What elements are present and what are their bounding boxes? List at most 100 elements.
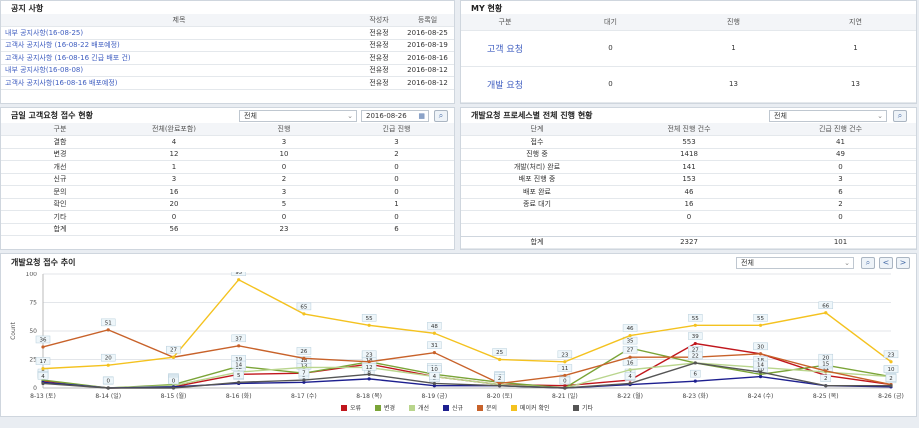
data-label: 23 [366, 352, 373, 358]
table-row[interactable]: 고객사 공지사항 (16-08-22 배포예정) 전유정 2016-08-19 [1, 39, 454, 52]
data-label: 0 [106, 379, 110, 385]
data-point [693, 341, 697, 346]
process-panel: 개발요청 프로세스별 전체 진행 현황 전체 ⌄ ⌕ 단계 전체 진행 건수 긴급… [460, 107, 917, 250]
calendar-icon[interactable]: ▦ [418, 112, 425, 120]
notice-panel: 공지 사항 제목 작성자 등록일 내부 공지사항(16-08-25) 전유정 201… [0, 0, 455, 104]
data-label-box [883, 350, 899, 359]
daily-cell: 20 [119, 198, 229, 211]
process-total-label: 합계 [461, 235, 613, 249]
data-label: 0 [172, 379, 176, 385]
x-tick-label: 8-22 (월) [617, 392, 643, 400]
search-icon: ⌕ [438, 111, 444, 120]
table-row: 고객 요청 0 1 1 [461, 30, 916, 67]
my-header-progress: 진행 [672, 14, 795, 31]
data-label-box [296, 356, 312, 364]
data-label: 4 [433, 374, 437, 380]
data-label-box [100, 318, 116, 327]
process-total-urgent: 101 [765, 235, 916, 249]
process-title: 개발요청 프로세스별 전체 진행 현황 [471, 111, 593, 120]
notice-date: 2016-08-16 [401, 51, 454, 65]
my-header-delay: 지연 [795, 14, 916, 31]
data-label-box [429, 372, 440, 380]
data-point [824, 311, 828, 315]
data-label: 37 [235, 336, 242, 342]
data-point [237, 344, 241, 348]
process-cell: 141 [613, 160, 765, 174]
trend-type-select[interactable]: 전체 ⌄ [736, 257, 854, 269]
notice-link[interactable]: 내부 공지사항(16-08-25) [1, 26, 357, 40]
search-button[interactable]: ⌕ [434, 110, 448, 122]
notice-header-author: 작성자 [357, 14, 401, 27]
process-cell: 종료 대기 [461, 198, 613, 211]
data-label: 12 [366, 365, 373, 371]
process-type-select[interactable]: 전체 ⌄ [769, 110, 887, 122]
my-dev-request-link[interactable]: 개발 요청 [461, 66, 549, 103]
daily-cell: 신규 [1, 173, 119, 186]
my-header-wait: 대기 [549, 14, 672, 31]
data-label: 55 [757, 316, 764, 322]
y-tick-label: 100 [26, 272, 38, 278]
data-point [367, 377, 371, 381]
data-point [889, 360, 893, 364]
table-row: 확인 20 5 1 [1, 198, 454, 211]
table-row[interactable]: 고객사 공지사항(16-08-16 배포예정) 전유정 2016-08-12 [1, 76, 454, 90]
data-label: 6 [694, 372, 698, 378]
y-tick-label: 0 [33, 385, 37, 392]
daily-type-select[interactable]: 전체 ⌄ [239, 110, 357, 122]
search-icon: ⌕ [897, 111, 903, 120]
data-label-box [168, 376, 179, 385]
table-row[interactable]: 내부 공지사항(16-08-08) 전유정 2016-08-12 [1, 64, 454, 77]
notice-date: 2016-08-19 [401, 39, 454, 52]
table-row: 접수 553 41 [461, 135, 916, 149]
data-label: 30 [757, 344, 764, 350]
data-point [302, 380, 306, 384]
notice-link[interactable]: 내부 공지사항(16-08-08) [1, 64, 357, 77]
legend-swatch [477, 405, 483, 411]
daily-cell: 0 [339, 210, 454, 224]
x-tick-label: 8-16 (화) [226, 393, 252, 400]
data-point [106, 363, 110, 367]
notice-link[interactable]: 고객사 공지사항 (16-08-22 배포예정) [1, 39, 357, 52]
process-cell: 49 [765, 148, 916, 161]
data-label: 20 [822, 356, 829, 362]
legend-swatch [375, 405, 381, 411]
data-label: 26 [300, 349, 307, 355]
my-customer-request-link[interactable]: 고객 요청 [461, 30, 549, 67]
data-point [758, 352, 763, 356]
data-label-box [102, 376, 114, 385]
my-header-type: 구분 [461, 14, 549, 31]
daily-cell: 2 [339, 148, 454, 161]
prev-button[interactable]: < [879, 257, 893, 269]
data-label-box [753, 360, 768, 369]
data-point [302, 356, 306, 360]
data-label-box [885, 374, 897, 382]
notice-link[interactable]: 고객사 공지사항 (16-08-16 긴급 배포 건) [1, 51, 357, 65]
data-label-box [100, 353, 116, 362]
daily-date-input[interactable]: 2016-08-26 ▦ [361, 110, 429, 122]
data-point [367, 360, 371, 364]
x-tick-label: 8-23 (화) [682, 393, 708, 400]
table-row[interactable]: 내부 공지사항(16-08-25) 전유정 2016-08-25 [1, 26, 454, 40]
series-line [42, 362, 892, 389]
daily-cell: 2 [229, 173, 339, 186]
series-line [42, 347, 892, 389]
data-label: 2 [498, 376, 502, 382]
notice-author: 전유정 [357, 76, 401, 90]
search-button[interactable]: ⌕ [861, 257, 875, 269]
notice-author: 전유정 [357, 64, 401, 77]
search-button[interactable]: ⌕ [893, 110, 907, 122]
table-row[interactable]: 고객사 공지사항 (16-08-16 긴급 배포 건) 전유정 2016-08-16 [1, 51, 454, 65]
notice-title: 공지 사항 [11, 4, 44, 13]
table-row: 배포 진행 중 153 3 [461, 173, 916, 186]
daily-cell: 1 [119, 160, 229, 174]
data-label-box [753, 342, 768, 351]
process-cell: 16 [613, 198, 765, 211]
data-label-box [231, 360, 246, 369]
notice-date: 2016-08-12 [401, 76, 454, 90]
notice-link[interactable]: 고객사 공지사항(16-08-16 배포예정) [1, 76, 357, 90]
data-label-box [688, 351, 703, 360]
data-label-box [298, 368, 310, 377]
next-button[interactable]: > [896, 257, 910, 269]
daily-request-panel: 금일 고객요청 접수 현황 전체 ⌄ 2016-08-26 ▦ ⌕ 구분 전체(완료… [0, 107, 455, 250]
data-point [758, 370, 763, 374]
